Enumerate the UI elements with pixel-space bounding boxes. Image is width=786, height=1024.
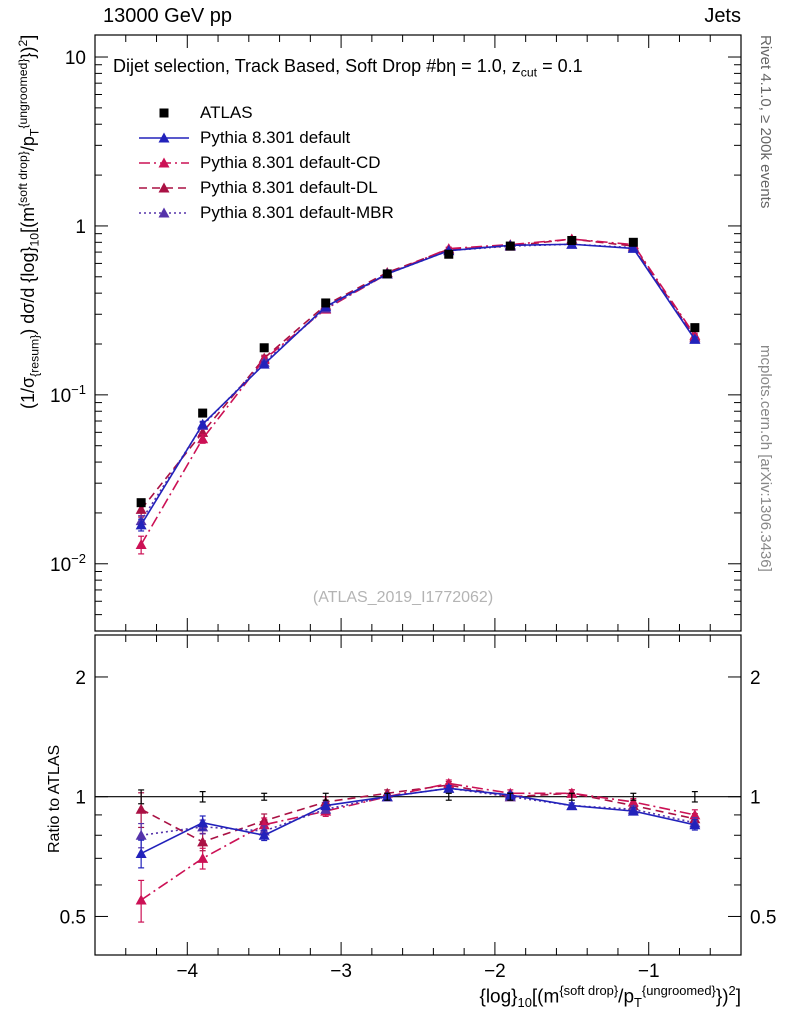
legend-label: Pythia 8.301 default-DL [200,178,378,197]
legend-label: Pythia 8.301 default-CD [200,153,381,172]
pythia-8-301-default-dl-legend-marker [139,182,189,192]
atlas-legend-marker [159,108,169,117]
legend-item-pythia-8-301-default-cd: Pythia 8.301 default-CD [138,150,394,175]
legend-label: Pythia 8.301 default [200,128,351,147]
svg-text:1: 1 [75,788,86,809]
svg-text:10−2: 10−2 [50,551,86,576]
svg-text:1: 1 [750,788,761,809]
pythia-8-301-default-cd-series [135,233,701,555]
ratio-axis-title: Ratio to ATLAS [46,744,63,853]
svg-text:1: 1 [75,217,86,238]
legend-item-atlas: ATLAS [138,100,394,125]
svg-text:−2: −2 [484,961,506,982]
pythia-8-301-default-dl-series [135,233,701,518]
atlas-series [136,235,700,508]
svg-text:−4: −4 [176,961,198,982]
svg-text:0.5: 0.5 [60,907,86,928]
svg-text:2: 2 [75,668,86,689]
legend: ATLAS Pythia 8.301 default Pythia 8.301 de… [138,100,394,225]
svg-text:−1: −1 [638,961,660,982]
y-axis-title: (1/σ{resum}) dσ/d {log}10[(m{soft drop}/… [16,34,42,409]
legend-label: ATLAS [200,103,253,122]
analysis-type-label: Jets [704,5,741,27]
legend-item-pythia-8-301-default-mbr: Pythia 8.301 default-MBR [138,200,394,225]
pythia-8-301-default-cd-series [135,777,701,923]
svg-text:10−1: 10−1 [50,382,86,407]
atlas-series [138,789,698,805]
legend-item-pythia-8-301-default: Pythia 8.301 default [138,125,394,150]
pythia-8-301-default-series [135,782,701,869]
svg-text:10: 10 [65,48,86,69]
svg-text:−3: −3 [330,961,352,982]
svg-text:0.5: 0.5 [750,907,776,928]
legend-item-pythia-8-301-default-dl: Pythia 8.301 default-DL [138,175,394,200]
plot-title: Dijet selection, Track Based, Soft Drop … [113,56,583,80]
mcplots-reference-note: mcplots.cern.ch [arXiv:1306.3436] [757,345,774,572]
legend-label: Pythia 8.301 default-MBR [200,203,394,222]
rivet-version-note: Rivet 4.1.0, ≥ 200k events [757,35,774,209]
analysis-id-watermark: (ATLAS_2019_I1772062) [312,589,494,606]
pythia-8-301-default-series [135,238,701,532]
pythia-8-301-default-legend-marker [139,132,189,142]
svg-text:2: 2 [750,668,761,689]
pythia-8-301-default-mbr-legend-marker [139,207,189,217]
beam-energy-label: 13000 GeV pp [103,5,232,27]
pythia-8-301-default-cd-legend-marker [139,157,189,167]
pythia-8-301-default-mbr-series [135,238,701,527]
x-axis-title: {log}10[(m{soft drop}/pT{ungroomed}})2] [479,983,741,1011]
